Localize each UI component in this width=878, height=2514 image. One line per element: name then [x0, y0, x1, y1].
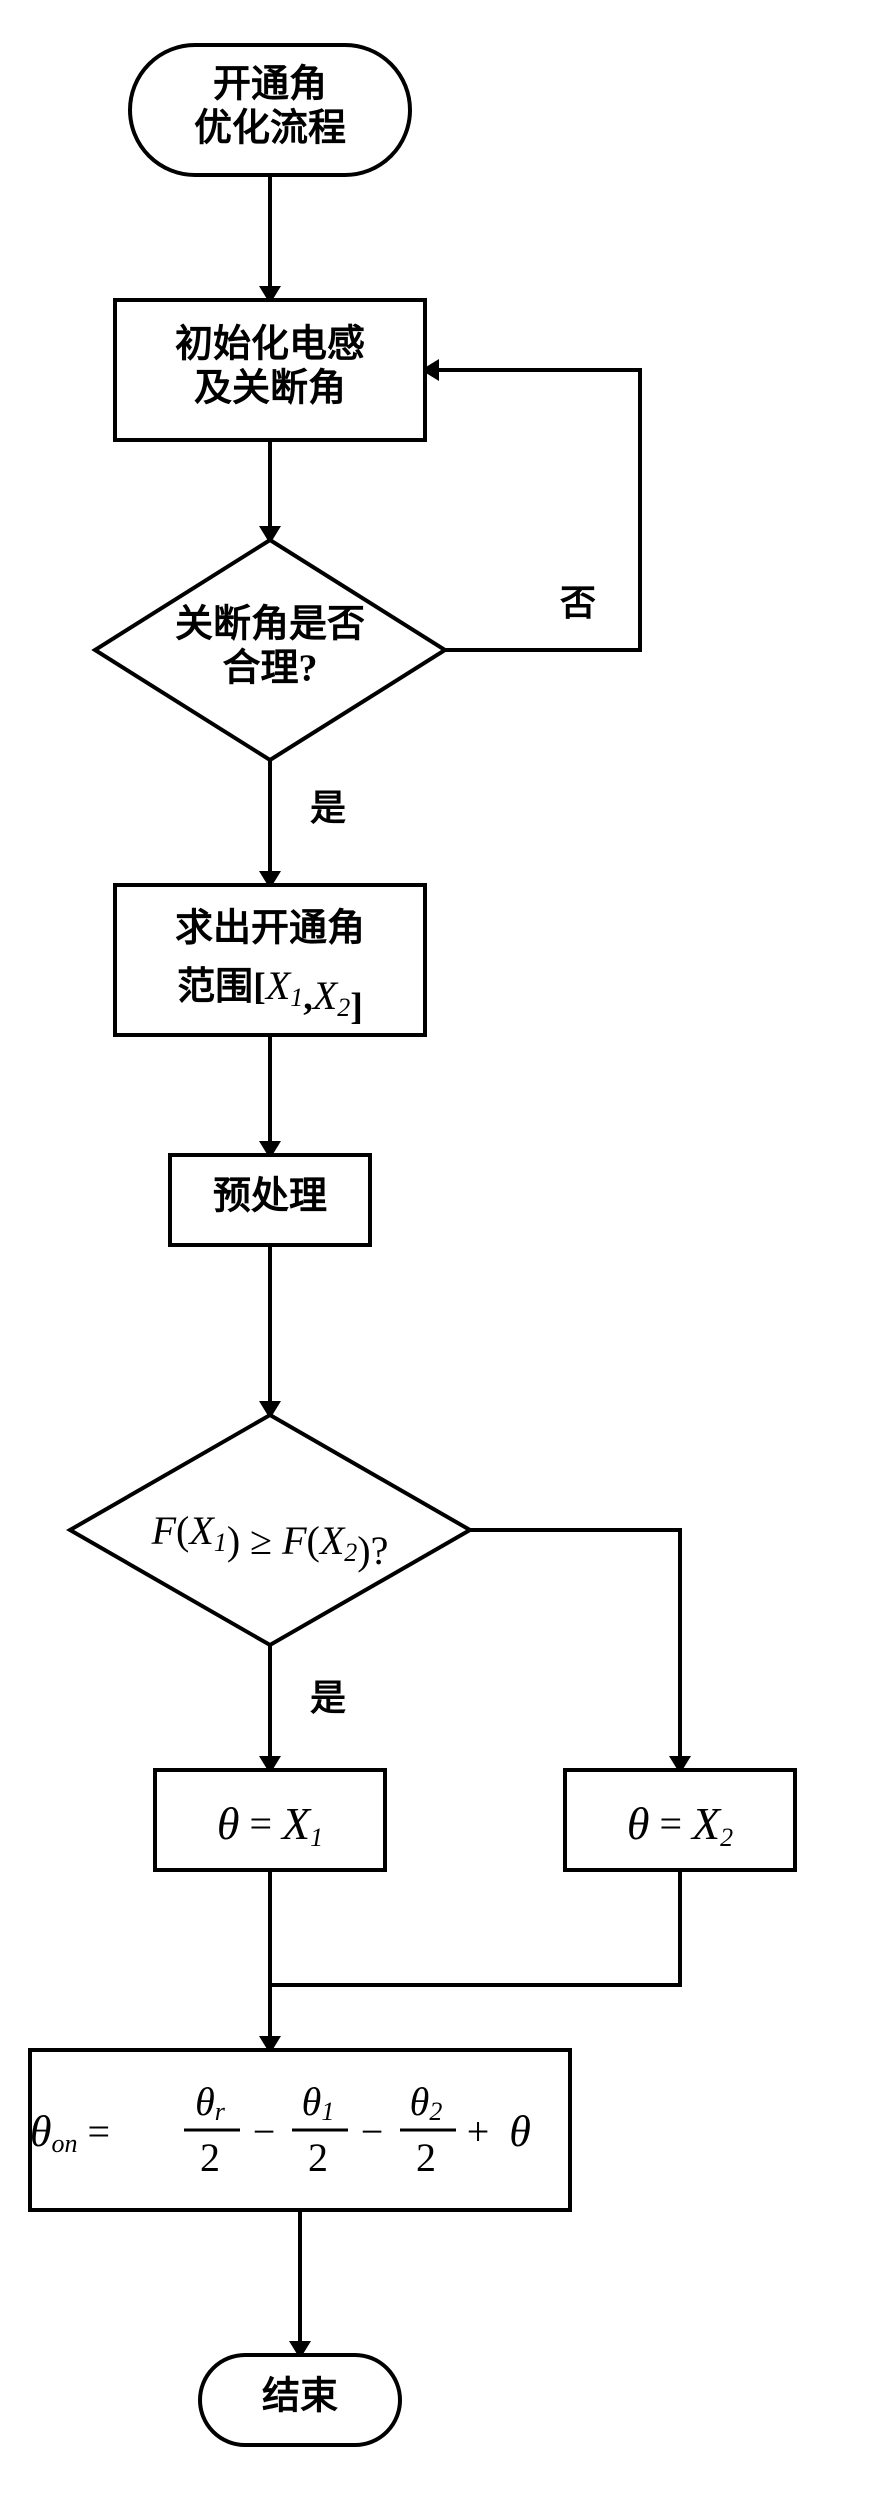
- svg-text:2: 2: [416, 2135, 436, 2180]
- edge: 是: [270, 1645, 346, 1770]
- svg-text:−: −: [361, 2109, 384, 2154]
- node-check_off: 关断角是否合理?: [95, 540, 445, 760]
- node-end: 结束: [200, 2355, 400, 2445]
- svg-text:2: 2: [308, 2135, 328, 2180]
- svg-text:θ: θ: [509, 2107, 531, 2156]
- node-compare: F(X1) ≥ F(X2)?: [70, 1415, 470, 1645]
- svg-text:开通角: 开通角: [213, 64, 327, 106]
- svg-text:θ = X1: θ = X1: [217, 1798, 323, 1852]
- node-init: 初始化电感及关断角: [115, 300, 425, 440]
- svg-text:合理?: 合理?: [222, 648, 317, 690]
- svg-text:θ = X2: θ = X2: [627, 1798, 733, 1852]
- svg-text:结束: 结束: [262, 2376, 338, 2418]
- node-formula: θon = θr2θ12θ22−−+θ: [30, 2050, 570, 2210]
- edge: 否: [425, 370, 640, 650]
- svg-text:+: +: [467, 2109, 490, 2154]
- svg-text:否: 否: [560, 583, 596, 623]
- node-theta_x2: θ = X2: [565, 1770, 795, 1870]
- svg-text:是: 是: [310, 1678, 346, 1718]
- svg-text:−: −: [253, 2109, 276, 2154]
- node-range: 求出开通角范围[X1,X2]: [115, 885, 425, 1035]
- node-theta_x1: θ = X1: [155, 1770, 385, 1870]
- svg-text:关断角是否: 关断角是否: [175, 604, 365, 646]
- svg-text:预处理: 预处理: [213, 1176, 327, 1218]
- svg-text:初始化电感: 初始化电感: [175, 324, 365, 366]
- node-start: 开通角优化流程: [130, 45, 410, 175]
- node-preproc: 预处理: [170, 1155, 370, 1245]
- svg-text:2: 2: [200, 2135, 220, 2180]
- svg-text:及关断角: 及关断角: [194, 368, 346, 410]
- edge: 是: [270, 760, 346, 885]
- edge: [270, 1870, 680, 1985]
- svg-text:优化流程: 优化流程: [194, 108, 346, 150]
- svg-text:求出开通角: 求出开通角: [175, 908, 365, 950]
- edge: [470, 1530, 680, 1770]
- svg-text:是: 是: [310, 788, 346, 828]
